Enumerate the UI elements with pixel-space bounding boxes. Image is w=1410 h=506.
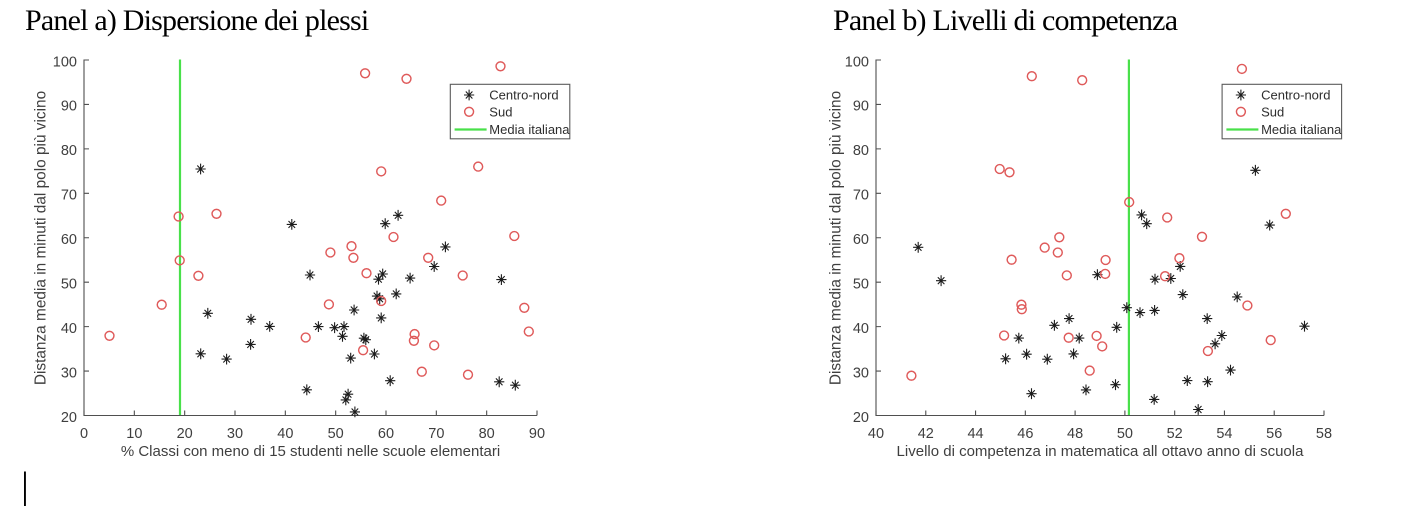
svg-text:50: 50 [61,276,77,292]
svg-text:100: 100 [845,54,869,70]
svg-text:40: 40 [868,426,884,442]
svg-text:30: 30 [61,365,77,381]
svg-text:48: 48 [1067,426,1083,442]
svg-text:56: 56 [1266,426,1282,442]
svg-text:Distanza media in minuti dal p: Distanza media in minuti dal polo più vi… [32,91,49,385]
svg-text:70: 70 [61,188,77,204]
svg-text:80: 80 [853,143,869,159]
svg-text:90: 90 [61,99,77,115]
svg-text:20: 20 [177,426,193,442]
svg-text:60: 60 [853,232,869,248]
svg-text:Centro-nord: Centro-nord [1261,88,1330,103]
svg-text:70: 70 [428,426,444,442]
svg-text:50: 50 [1117,426,1133,442]
svg-text:% Classi con meno di 15 studen: % Classi con meno di 15 studenti nelle s… [121,443,500,460]
svg-text:44: 44 [967,426,983,442]
svg-text:40: 40 [277,426,293,442]
svg-text:Media italiana: Media italiana [1261,122,1342,137]
svg-text:60: 60 [61,232,77,248]
svg-text:80: 80 [479,426,495,442]
svg-text:80: 80 [61,143,77,159]
svg-text:40: 40 [61,321,77,337]
svg-text:Sud: Sud [1261,104,1284,119]
svg-text:50: 50 [328,426,344,442]
svg-text:58: 58 [1316,426,1332,442]
svg-text:0: 0 [80,426,88,442]
svg-text:70: 70 [853,188,869,204]
svg-text:90: 90 [853,99,869,115]
svg-text:20: 20 [61,410,77,426]
svg-text:Panel a) Dispersione dei pless: Panel a) Dispersione dei plessi [25,4,369,37]
svg-text:40: 40 [853,321,869,337]
svg-text:10: 10 [126,426,142,442]
svg-text:100: 100 [53,54,77,70]
svg-text:42: 42 [918,426,934,442]
svg-text:50: 50 [853,276,869,292]
svg-text:30: 30 [853,365,869,381]
svg-text:90: 90 [529,426,545,442]
svg-text:46: 46 [1017,426,1033,442]
svg-text:60: 60 [378,426,394,442]
svg-text:Distanza media in minuti dal p: Distanza media in minuti dal polo più vi… [827,91,844,385]
svg-text:20: 20 [853,410,869,426]
svg-text:30: 30 [227,426,243,442]
svg-text:Media italiana: Media italiana [489,122,570,137]
svg-text:Livello di competenza in matem: Livello di competenza in matematica all … [897,443,1305,460]
svg-text:Panel b) Livelli di competenza: Panel b) Livelli di competenza [833,4,1178,37]
svg-text:54: 54 [1216,426,1232,442]
svg-text:Sud: Sud [489,104,512,119]
svg-text:52: 52 [1167,426,1183,442]
svg-text:Centro-nord: Centro-nord [489,88,558,103]
